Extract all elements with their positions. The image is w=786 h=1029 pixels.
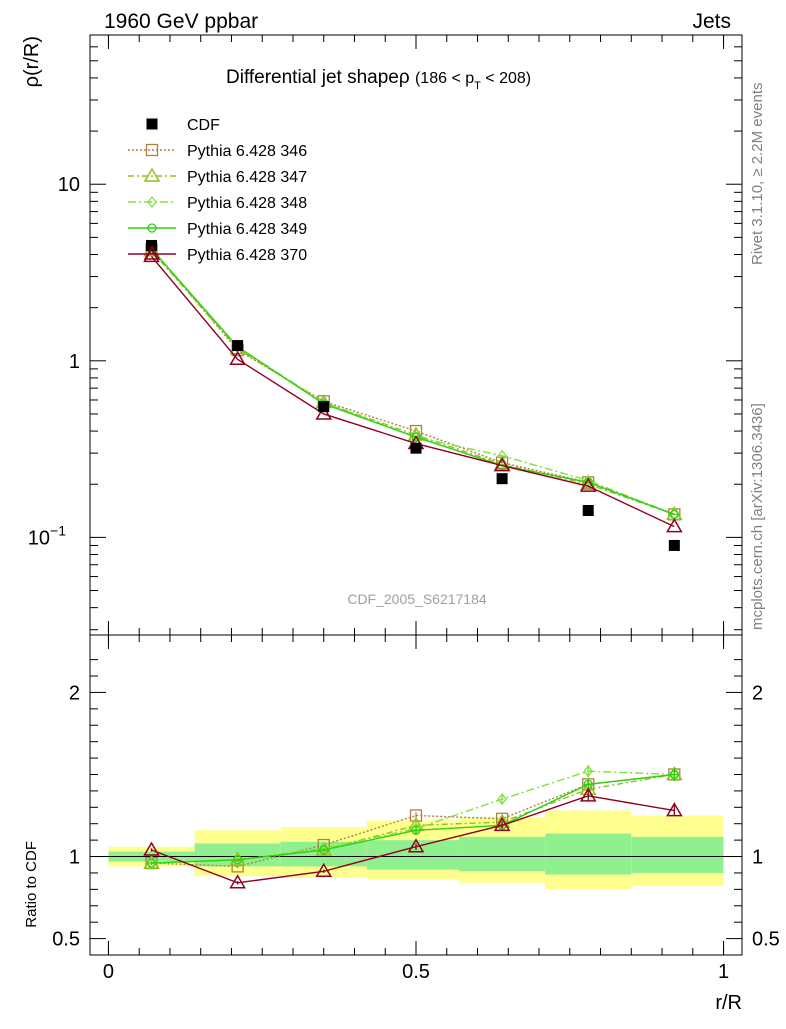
chart-title-range-sub: T: [474, 80, 481, 92]
ratio-4-point: [493, 816, 511, 832]
y-tick-label: 10−1: [28, 522, 66, 549]
cdf-data-point: [318, 401, 330, 413]
ratio-band-inner-5: [545, 833, 632, 875]
legend-marker-5: [143, 245, 161, 260]
legend-label-3: Pythia 6.428 348: [187, 195, 307, 212]
cdf-data-point: [232, 340, 244, 352]
series-4-point: [143, 247, 160, 263]
rivet-label: Rivet 3.1.10, ≥ 2.2M events: [749, 83, 766, 266]
y-tick-base: 10: [28, 527, 50, 549]
chart-title-range-lo: (186 < p: [415, 70, 474, 87]
ratio-band-inner-4: [459, 836, 546, 872]
ratio-4-point: [579, 787, 597, 802]
cdf-data-point: [146, 239, 158, 251]
legend-marker-1: [145, 143, 159, 157]
legend-label-1: Pythia 6.428 346: [187, 143, 307, 160]
chart-title-range-hi: < 208): [481, 70, 531, 87]
series-line-0: [150, 248, 675, 516]
chart-title: Differential jet shapeρ (186 < pT < 208): [226, 67, 531, 92]
analysis-watermark: CDF_2005_S6217184: [347, 591, 487, 607]
ratio-band-inner-6: [631, 836, 724, 873]
header-jets-label: Jets: [692, 10, 731, 33]
ratio-2-point: [583, 765, 594, 778]
x-tick-label: 0: [103, 961, 114, 983]
series-4-point: [579, 477, 597, 492]
series-4-point: [315, 405, 333, 420]
legend-label-0: CDF: [187, 117, 220, 134]
series-4-point: [666, 518, 683, 533]
header-energy-label: 1960 GeV ppbar: [104, 10, 258, 33]
series-line-2: [150, 248, 675, 516]
cdf-data-point: [496, 473, 508, 485]
legend-marker-3: [147, 195, 157, 209]
legend-marker-2: [143, 167, 161, 182]
series-line-1: [150, 250, 675, 516]
cdf-data-point: [582, 504, 594, 516]
ratio-y-tick-label-right: 1: [752, 847, 763, 869]
ratio-y-axis-label: Ratio to CDF: [23, 841, 40, 928]
legend-label-5: Pythia 6.428 370: [187, 247, 307, 264]
ratio-y-tick-label-right: 0.5: [752, 929, 780, 951]
ratio-series-layer: [143, 764, 683, 889]
x-tick-label: 0.5: [402, 961, 430, 983]
x-axis-label: r/R: [715, 992, 742, 1014]
series-line-4: [150, 255, 675, 528]
y-axis-label: ρ(r/R): [21, 36, 43, 87]
x-tick-label: 1: [718, 961, 729, 983]
ratio-y-tick-label: 1: [69, 847, 80, 869]
y-tick-exponent: −1: [50, 522, 66, 538]
ratio-2-point: [146, 857, 157, 870]
legend-label-4: Pythia 6.428 349: [187, 221, 307, 238]
chart-title-main: Differential jet shapeρ: [226, 67, 410, 88]
series-4-point: [229, 350, 246, 366]
y-tick-base: 10: [58, 174, 80, 196]
ratio-0-point: [409, 809, 423, 822]
y-tick-base: 1: [69, 351, 80, 373]
series-4-point: [493, 457, 511, 472]
ratio-4-point: [407, 838, 425, 853]
main-series-layer: [143, 239, 683, 551]
legend-marker-0: [146, 118, 158, 130]
ratio-y-tick-label: 2: [69, 682, 80, 704]
ratio-y-tick-label: 0.5: [52, 929, 80, 951]
legend: CDF Pythia 6.428 346 Pythia 6.428 347 Pythi…: [128, 117, 307, 264]
y-tick-label: 10: [58, 174, 80, 196]
cdf-data-point: [668, 539, 680, 551]
ratio-4-point: [315, 862, 333, 878]
series-line-3: [150, 248, 675, 516]
mcplots-label: mcplots.cern.ch [arXiv:1306.3436]: [749, 403, 766, 630]
ratio-plot-frame: [89, 634, 743, 956]
ratio-y-tick-label-right: 2: [752, 682, 763, 704]
ratio-2-point: [232, 853, 243, 866]
legend-label-2: Pythia 6.428 347: [187, 169, 307, 186]
ratio-4-point: [229, 874, 246, 889]
series-2-point: [497, 449, 507, 462]
ratio-4-point: [666, 802, 683, 817]
ratio-4-point: [143, 841, 160, 856]
ratio-2-point: [497, 793, 507, 806]
cdf-data-point: [410, 442, 422, 454]
y-tick-label: 1: [69, 351, 80, 373]
